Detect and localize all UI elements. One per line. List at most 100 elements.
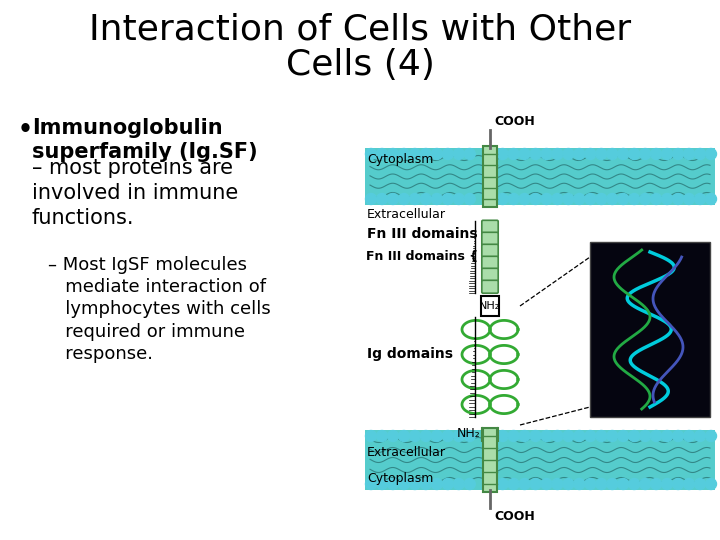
- Circle shape: [387, 193, 398, 205]
- Text: Extracellular: Extracellular: [367, 446, 446, 459]
- Circle shape: [377, 148, 387, 159]
- Circle shape: [706, 193, 716, 205]
- Circle shape: [387, 478, 398, 489]
- Circle shape: [530, 148, 541, 159]
- Circle shape: [464, 193, 475, 205]
- Text: Fn III domains: Fn III domains: [367, 227, 477, 241]
- Circle shape: [530, 478, 541, 489]
- Bar: [365, 148, 715, 205]
- Circle shape: [574, 148, 585, 159]
- Circle shape: [541, 430, 552, 442]
- Circle shape: [377, 193, 387, 205]
- Circle shape: [398, 193, 410, 205]
- Circle shape: [651, 478, 662, 489]
- Circle shape: [683, 478, 695, 489]
- Circle shape: [519, 478, 530, 489]
- Circle shape: [366, 193, 377, 205]
- Circle shape: [420, 193, 431, 205]
- Circle shape: [585, 430, 596, 442]
- Circle shape: [596, 148, 607, 159]
- Circle shape: [651, 193, 662, 205]
- Circle shape: [574, 478, 585, 489]
- Text: •: •: [18, 118, 33, 142]
- Text: Cytoplasm: Cytoplasm: [367, 472, 433, 485]
- Circle shape: [672, 193, 683, 205]
- Circle shape: [563, 430, 574, 442]
- Text: Cytoplasm: Cytoplasm: [367, 153, 433, 166]
- Circle shape: [454, 478, 464, 489]
- Circle shape: [420, 478, 431, 489]
- Circle shape: [366, 478, 377, 489]
- Circle shape: [497, 430, 508, 442]
- Circle shape: [464, 478, 475, 489]
- Circle shape: [596, 478, 607, 489]
- Circle shape: [563, 478, 574, 489]
- Circle shape: [377, 478, 387, 489]
- Circle shape: [398, 148, 410, 159]
- Bar: [365, 430, 715, 490]
- Text: COOH: COOH: [494, 510, 535, 523]
- Circle shape: [596, 193, 607, 205]
- Circle shape: [377, 430, 387, 442]
- Text: NH₂: NH₂: [480, 301, 500, 311]
- Circle shape: [464, 148, 475, 159]
- Circle shape: [662, 430, 672, 442]
- Circle shape: [563, 193, 574, 205]
- Circle shape: [398, 430, 410, 442]
- Circle shape: [442, 148, 454, 159]
- Circle shape: [651, 148, 662, 159]
- Circle shape: [683, 148, 695, 159]
- FancyBboxPatch shape: [482, 430, 498, 434]
- Circle shape: [585, 148, 596, 159]
- FancyBboxPatch shape: [482, 268, 498, 281]
- Circle shape: [639, 148, 651, 159]
- Circle shape: [454, 193, 464, 205]
- Circle shape: [618, 193, 629, 205]
- Circle shape: [431, 193, 442, 205]
- Circle shape: [519, 430, 530, 442]
- Circle shape: [398, 478, 410, 489]
- Circle shape: [585, 193, 596, 205]
- Circle shape: [695, 148, 706, 159]
- Circle shape: [454, 148, 464, 159]
- Circle shape: [366, 148, 377, 159]
- Circle shape: [552, 193, 563, 205]
- FancyBboxPatch shape: [482, 256, 498, 269]
- Circle shape: [618, 478, 629, 489]
- Circle shape: [497, 148, 508, 159]
- Circle shape: [410, 430, 420, 442]
- Circle shape: [442, 193, 454, 205]
- Circle shape: [530, 193, 541, 205]
- Circle shape: [442, 430, 454, 442]
- Text: Fn III domains {: Fn III domains {: [366, 251, 478, 264]
- Circle shape: [431, 478, 442, 489]
- Circle shape: [442, 478, 454, 489]
- Bar: [483, 428, 497, 492]
- Circle shape: [629, 478, 640, 489]
- Text: – Most IgSF molecules
   mediate interaction of
   lymphocytes with cells
   req: – Most IgSF molecules mediate interactio…: [48, 256, 271, 363]
- Circle shape: [410, 148, 420, 159]
- Circle shape: [629, 148, 640, 159]
- Circle shape: [618, 430, 629, 442]
- Circle shape: [366, 430, 377, 442]
- Circle shape: [508, 148, 519, 159]
- Circle shape: [683, 193, 695, 205]
- Circle shape: [530, 430, 541, 442]
- Circle shape: [541, 478, 552, 489]
- FancyBboxPatch shape: [482, 220, 498, 233]
- Circle shape: [508, 430, 519, 442]
- Circle shape: [431, 148, 442, 159]
- Circle shape: [639, 193, 651, 205]
- Circle shape: [563, 148, 574, 159]
- FancyBboxPatch shape: [482, 432, 498, 436]
- Circle shape: [651, 430, 662, 442]
- Circle shape: [706, 430, 716, 442]
- Circle shape: [410, 478, 420, 489]
- Circle shape: [607, 148, 618, 159]
- Circle shape: [541, 193, 552, 205]
- FancyBboxPatch shape: [482, 280, 498, 293]
- Circle shape: [662, 478, 672, 489]
- Circle shape: [585, 478, 596, 489]
- Circle shape: [596, 430, 607, 442]
- Circle shape: [629, 430, 640, 442]
